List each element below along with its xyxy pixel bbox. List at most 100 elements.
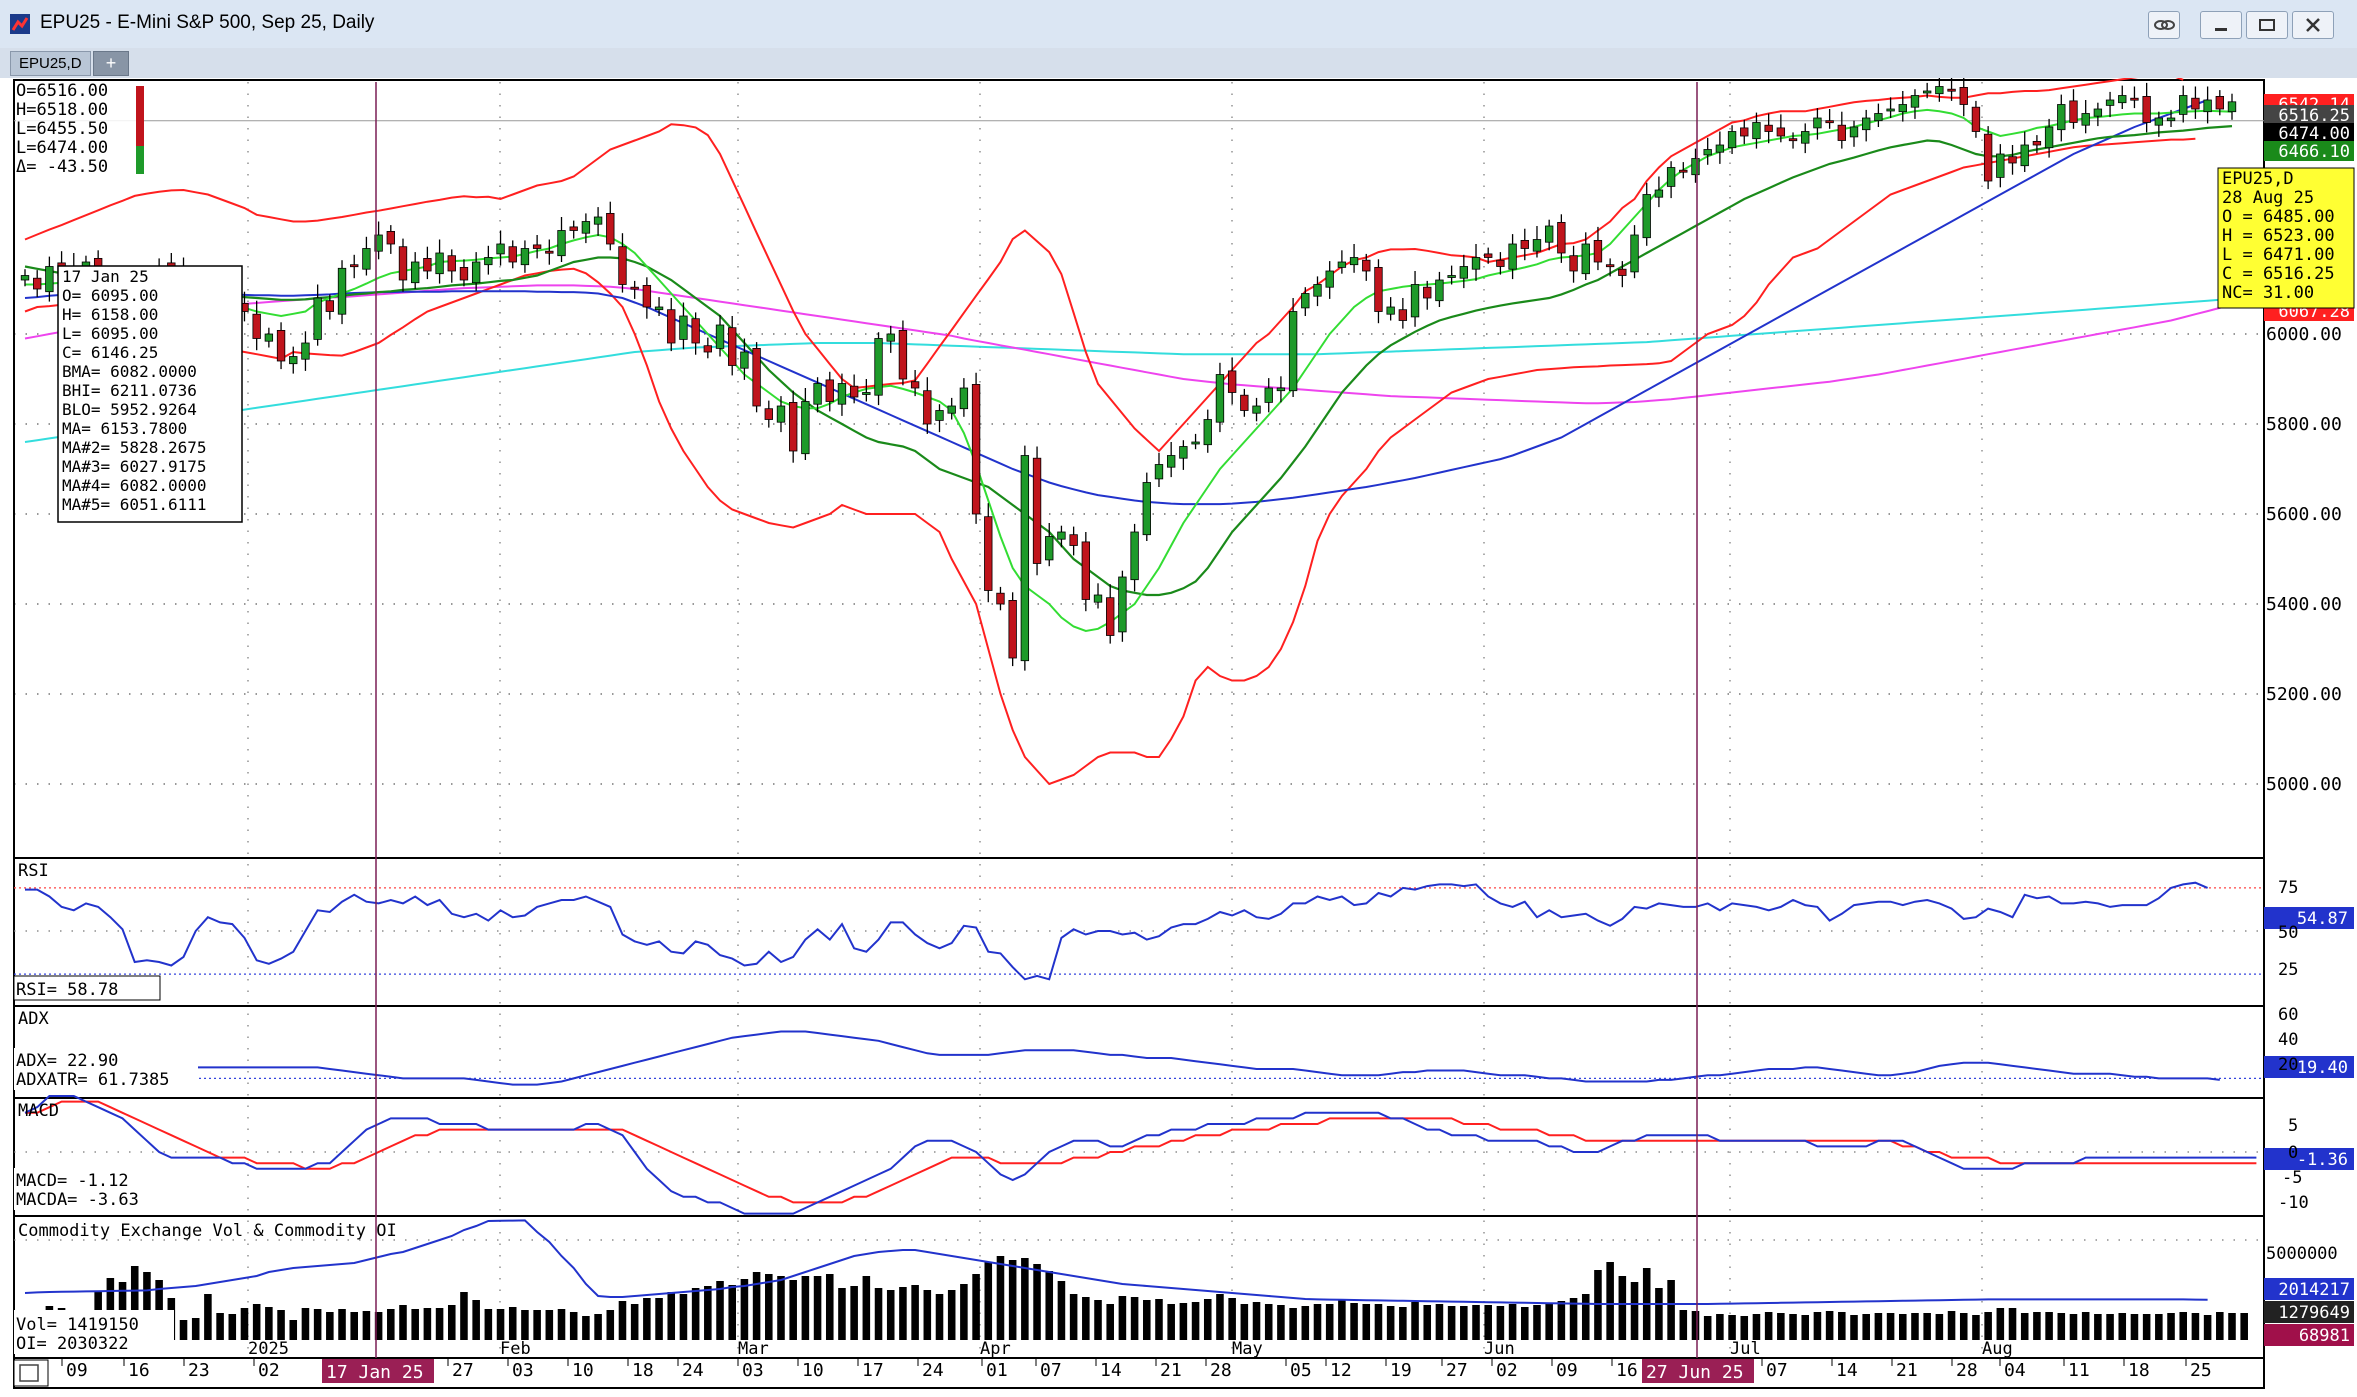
volume-bar: [106, 1278, 115, 1340]
day-label: 14: [1836, 1360, 1858, 1381]
link-icon[interactable]: [2148, 11, 2180, 39]
candle-body: [618, 246, 627, 285]
volume-bar: [862, 1276, 871, 1340]
candle-body: [1203, 419, 1212, 446]
volume-bar: [1496, 1306, 1505, 1340]
candle-body: [1179, 446, 1188, 459]
close-button[interactable]: [2292, 11, 2334, 39]
volume-labels: Commodity Exchange Vol & Commodity OI Vo…: [14, 1221, 2354, 1354]
volume-bar: [204, 1294, 212, 1340]
cursor-box-line: L= 6095.00: [62, 324, 158, 343]
candle-body: [2215, 96, 2224, 110]
macd-labels: MACD MACD= -1.12 MACDA= -3.63 -1.36 5 0 …: [14, 1101, 2354, 1213]
volume-bar: [777, 1276, 785, 1340]
app-icon: [10, 14, 30, 34]
candle-body: [825, 379, 834, 402]
candle-body: [1703, 149, 1712, 156]
volume-bar: [1374, 1304, 1383, 1340]
day-label: 02: [1496, 1360, 1518, 1381]
candle-body: [1642, 194, 1651, 239]
volume-bar: [618, 1301, 627, 1340]
volume-bar: [2228, 1313, 2236, 1340]
volume-bar: [1728, 1315, 1736, 1340]
volume-bar: [1045, 1271, 1054, 1340]
candle-body: [642, 284, 652, 308]
day-label: 23: [188, 1360, 210, 1381]
adx-tick: 60: [2278, 1005, 2298, 1025]
oi-value: OI= 2030322: [16, 1334, 129, 1354]
candle-body: [1532, 239, 1542, 252]
candle-body: [264, 333, 274, 342]
cursor-box-line: 17 Jan 25: [62, 267, 149, 286]
candle-body: [1801, 131, 1810, 144]
candle-body: [374, 234, 383, 252]
volume-title: Commodity Exchange Vol & Commodity OI: [18, 1221, 397, 1241]
candle-body: [276, 329, 286, 362]
minimize-button[interactable]: [2200, 11, 2242, 39]
axis-corner-box[interactable]: [13, 1359, 49, 1387]
volume-bar: [228, 1314, 237, 1340]
volume-pane: [14, 1219, 2264, 1340]
volume-bar: [1423, 1305, 1432, 1340]
candle-body: [813, 383, 822, 405]
chart-area[interactable]: 09 16 23 02 27 03 10 18 24 03 10 17 24 01 07 14 21 28 05 12…: [0, 78, 2357, 1397]
candle-body: [1776, 127, 1786, 137]
volume-bar: [2142, 1314, 2151, 1340]
candle-body: [33, 277, 42, 290]
volume-bar: [1935, 1314, 1944, 1340]
price-tick-label: 5600.00: [2266, 504, 2342, 525]
volume-bar: [643, 1298, 651, 1340]
candle-body: [2142, 96, 2151, 123]
candle-body: [520, 248, 530, 266]
candle-body: [532, 244, 542, 249]
candle-body: [569, 226, 578, 231]
rsi-tick: 25: [2278, 960, 2298, 980]
tab-epu25[interactable]: EPU25,D: [10, 51, 91, 76]
candle-body: [386, 230, 395, 245]
day-label: 10: [572, 1360, 594, 1381]
ohlc-line: L=6474.00: [16, 138, 108, 158]
volume-bar: [765, 1274, 773, 1340]
adx-value-tag: 19.40: [2297, 1058, 2348, 1078]
candle-body: [545, 250, 554, 254]
volume-bar: [1167, 1304, 1175, 1340]
volume-bar: [1679, 1310, 1688, 1340]
cursor-box-line: MA#3= 6027.9175: [62, 457, 207, 476]
candle-body: [1935, 86, 1944, 95]
volume-bar: [265, 1307, 273, 1340]
macd-tick: 5: [2288, 1116, 2298, 1136]
volume-bar: [752, 1272, 761, 1340]
candle-body: [862, 392, 871, 395]
macd-tick: -10: [2278, 1193, 2309, 1213]
last-box-line: H = 6523.00: [2222, 226, 2335, 246]
candle-body: [2227, 101, 2237, 113]
volume-bar: [1838, 1312, 1846, 1340]
candle-body: [691, 318, 700, 344]
candle-body: [1008, 600, 1017, 659]
volume-bar: [1630, 1282, 1639, 1340]
window-title: EPU25 - E-Mini S&P 500, Sep 25, Daily: [40, 12, 375, 33]
volume-bar: [1557, 1301, 1566, 1340]
candle-body: [2105, 99, 2115, 106]
month-label: Mar: [738, 1339, 769, 1359]
volume-bar: [801, 1276, 810, 1340]
candle-body: [2008, 156, 2017, 164]
day-label: 28: [1956, 1360, 1978, 1381]
day-label: 27: [452, 1360, 474, 1381]
candle-body: [1032, 457, 1042, 564]
add-tab-button[interactable]: +: [93, 51, 129, 76]
candle-body: [1898, 104, 1907, 113]
candle-body: [1593, 239, 1603, 263]
day-label: 16: [1616, 1360, 1638, 1381]
volume-bar: [1338, 1300, 1346, 1340]
macd-value-tag: -1.36: [2297, 1150, 2348, 1170]
volume-value: Vol= 1419150: [16, 1315, 139, 1335]
restore-button[interactable]: [2246, 11, 2288, 39]
day-label: 03: [512, 1360, 534, 1381]
volume-tag: 1279649: [2278, 1303, 2350, 1323]
volume-bar: [1740, 1316, 1749, 1340]
last-box-line: EPU25,D: [2222, 169, 2294, 189]
price-tick-label: 5200.00: [2266, 684, 2342, 705]
date-highlight-box: [322, 1359, 434, 1383]
